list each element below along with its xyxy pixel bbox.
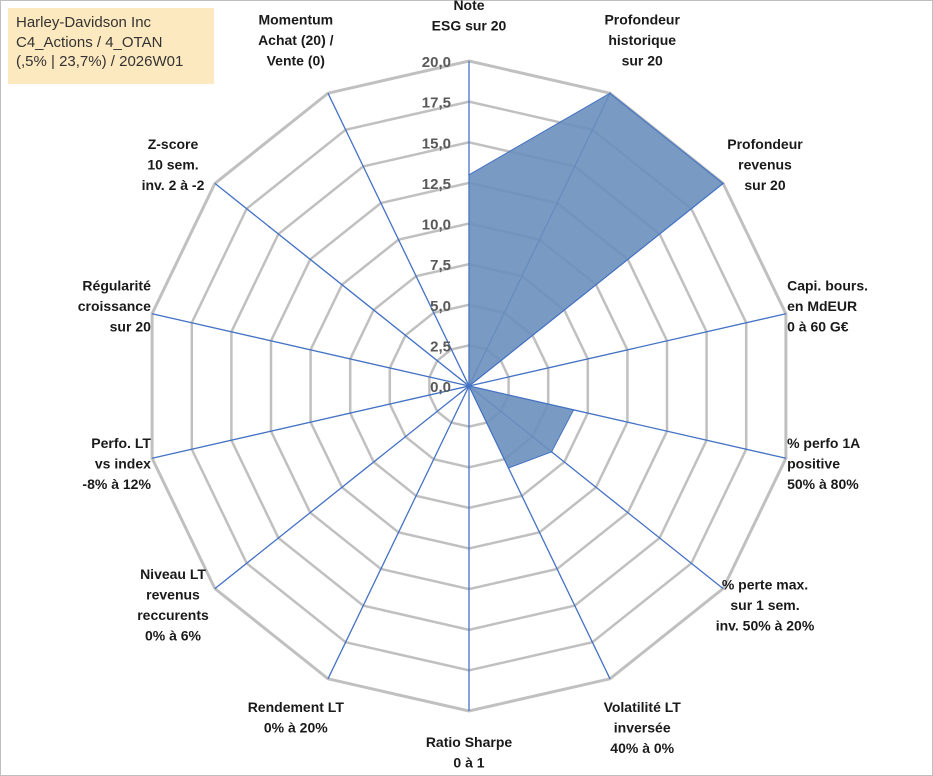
axis-label-line: % perte max. [722,576,808,592]
axis-label-line: sur 20 [744,177,785,193]
tick-label: 0,0 [430,379,451,396]
axis-label-line: Régularité [82,278,151,294]
axis-spoke [468,313,787,387]
radar-tick-labels: 0,0 2,5 5,0 7,5 10,0 12,5 15,0 17,5 20,0 [422,54,451,396]
axis-label-line: 0 à 1 [453,755,484,771]
portfolio-label: C4_Actions / 4_OTAN [16,33,163,51]
axis-label-line: revenus [738,157,792,173]
axis-label: % perfo 1A positive 50% à 80% [787,435,860,492]
axis-label-line: Profondeur [727,136,803,152]
axis-label-line: historique [608,32,676,48]
axis-label-line: Ratio Sharpe [426,734,513,750]
axis-label-line: inv. 2 à -2 [142,177,205,193]
axis-spoke [214,385,470,590]
axis-label: Perfo. LT vs index -8% à 12% [82,435,151,492]
axis-label-line: inversée [614,720,671,736]
axis-label-line: Momentum [258,12,333,28]
axis-label-line: revenus [146,587,200,603]
tick-label: 12,5 [422,176,451,193]
axis-label-line: croissance [78,298,151,314]
axis-label: % perte max. sur 1 sem. inv. 50% à 20% [716,576,815,633]
tick-label: 10,0 [422,217,451,234]
axis-label-line: 50% à 80% [787,476,859,492]
data-point [400,400,402,403]
data-point [268,226,271,228]
tick-label: 20,0 [422,54,451,71]
tick-label: 17,5 [422,95,451,112]
stats-label: (,5% | 23,7%) / 2026W01 [16,53,184,70]
axis-label: Z-score 10 sem. inv. 2 à -2 [142,136,205,193]
axis-label: Profondeur historique sur 20 [604,12,680,69]
axis-label-line: 0 à 60 G€ [787,319,849,335]
axis-label-line: en MdEUR [787,298,857,314]
axis-spoke [151,313,470,387]
axis-label-line: Vente (0) [267,53,325,69]
axis-label-line: % perfo 1A [787,435,860,451]
data-point [468,174,470,176]
axis-label-line: Volatilité LT [604,699,682,715]
axis-label-line: 40% à 0% [610,740,674,756]
axis-label-line: ESG sur 20 [432,18,507,34]
tick-label: 5,0 [430,298,451,315]
axis-label: Volatilité LT inversée 40% à 0% [604,699,682,756]
tick-label: 2,5 [430,338,451,355]
data-point [722,182,724,185]
data-point [468,385,470,387]
axis-label-line: sur 20 [110,319,151,335]
axis-label-line: sur 1 sem. [730,597,799,613]
axis-label-line: positive [787,455,840,471]
tick-label: 7,5 [430,257,451,274]
axis-label-line: reccurents [137,607,209,623]
axis-label: Momentum Achat (20) / Vente (0) [258,12,334,69]
axis-label-line: Z-score [148,136,199,152]
axis-label-line: Achat (20) / [258,32,334,48]
axis-label-line: Capi. bours. [787,278,868,294]
axis-label-line: -8% à 12% [82,476,151,492]
axis-label: Note ESG sur 20 [432,0,507,34]
axis-label: Rendement LT 0% à 20% [248,699,345,736]
axis-label-line: Perfo. LT [91,435,151,451]
axis-spoke [327,92,470,387]
axis-label-line: vs index [95,455,151,471]
tick-label: 15,0 [422,135,451,152]
data-point [572,409,575,411]
axis-label-line: inv. 50% à 20% [716,617,815,633]
radar-axis-labels: Note ESG sur 20 Profondeur historique sur 20… [78,0,868,771]
axis-label: Niveau LT revenus reccurents 0% à 6% [137,566,209,644]
data-point [609,92,611,94]
info-box: Harley-Davidson Inc C4_Actions / 4_OTAN … [8,8,214,84]
axis-label: Profondeur revenus sur 20 [727,136,803,193]
axis-label-line: 0% à 20% [264,720,328,736]
axis-spoke [327,385,470,680]
axis-label-line: Niveau LT [140,566,206,582]
company-name: Harley-Davidson Inc [16,14,152,31]
axis-label-line: sur 20 [622,53,663,69]
axis-label-line: 0% à 6% [145,628,202,644]
axis-label: Capi. bours. en MdEUR 0 à 60 G€ [787,278,868,335]
axis-label-line: Note [453,0,484,13]
radar-series [268,92,724,469]
axis-label-line: Rendement LT [248,699,345,715]
axis-label: Régularité croissance sur 20 [78,278,151,335]
data-point [507,467,510,469]
axis-label-line: 10 sem. [147,157,198,173]
axis-label-line: Profondeur [604,12,680,28]
data-point [550,451,553,453]
axis-label: Ratio Sharpe 0 à 1 [426,734,513,771]
